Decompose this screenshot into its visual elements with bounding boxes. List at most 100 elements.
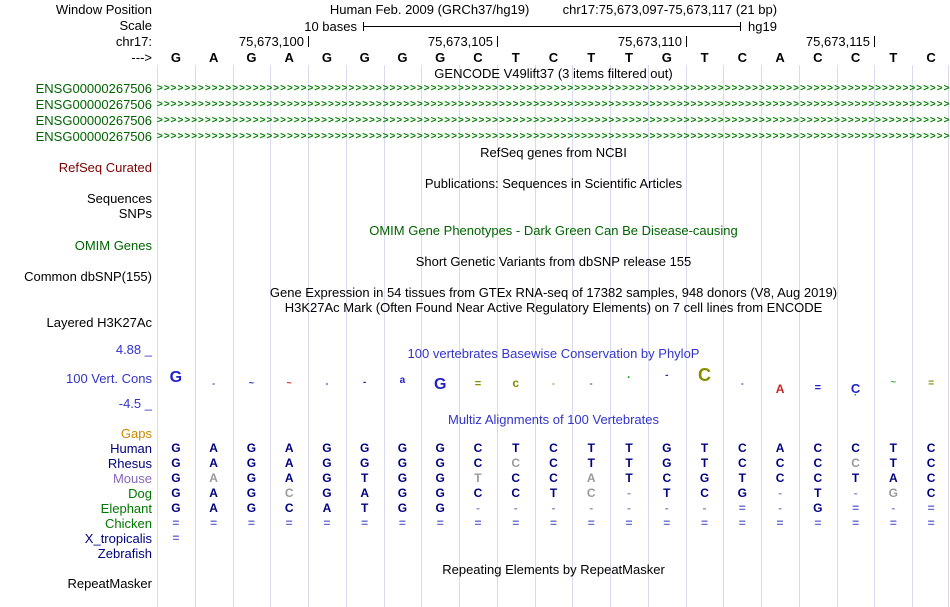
alignment-base: G: [171, 501, 181, 515]
repeatmasker-label[interactable]: RepeatMasker: [67, 576, 152, 591]
gencode-title[interactable]: GENCODE V49lift37 (3 items filtered out): [434, 66, 673, 81]
alignment-base: C: [284, 501, 294, 515]
alignment-base: A: [284, 456, 294, 470]
alignment-base: T: [549, 486, 558, 500]
gencode-transcript-arrows[interactable]: >>>>>>>>>>>>>>>>>>>>>>>>>>>>>>>>>>>>>>>>…: [157, 131, 950, 142]
alignment-base: G: [397, 456, 408, 470]
alignment-base: =: [436, 516, 444, 530]
gridline: [761, 65, 762, 607]
alignment-base: A: [889, 471, 898, 485]
alignment-base: C: [473, 441, 483, 455]
multiz-species-label[interactable]: Chicken: [105, 516, 152, 531]
phylop-logo-glyph: G: [169, 369, 183, 386]
phylop-logo-glyph: -: [740, 379, 744, 388]
alignment-base: C: [926, 486, 936, 500]
multiz-species-label[interactable]: Rhesus: [107, 456, 152, 471]
ruler-tick-mark: [686, 36, 687, 47]
gencode-transcript-arrows[interactable]: >>>>>>>>>>>>>>>>>>>>>>>>>>>>>>>>>>>>>>>>…: [157, 83, 950, 94]
alignment-base: -: [778, 486, 783, 500]
gencode-transcript-label[interactable]: ENSG00000267506: [35, 97, 152, 112]
dbsnp-title[interactable]: Short Genetic Variants from dbSNP releas…: [415, 254, 692, 269]
phylop-logo-glyph: -: [589, 379, 593, 388]
alignment-base: A: [209, 471, 218, 485]
alignment-base: G: [435, 486, 445, 500]
omim-genes-label[interactable]: OMIM Genes: [74, 238, 152, 253]
gridline: [270, 65, 271, 607]
alignment-base: -: [702, 501, 707, 515]
alignment-base: T: [625, 471, 633, 485]
refseq-curated-label[interactable]: RefSeq Curated: [58, 160, 152, 175]
omim-title[interactable]: OMIM Gene Phenotypes - Dark Green Can Be…: [369, 223, 738, 238]
alignment-base: T: [663, 486, 671, 500]
vert-cons-label[interactable]: 100 Vert. Cons: [66, 371, 152, 386]
alignment-base: G: [435, 471, 445, 485]
layered-h3k27ac-label[interactable]: Layered H3K27Ac: [46, 315, 152, 330]
multiz-species-label[interactable]: Elephant: [100, 501, 152, 516]
phylop-logo-glyph: a: [399, 375, 406, 386]
alignment-base: -: [853, 486, 858, 500]
alignment-base: A: [322, 501, 332, 515]
sequence-base: C: [850, 50, 861, 65]
multiz-species-label[interactable]: Human: [110, 441, 152, 456]
alignment-base: G: [171, 486, 181, 500]
alignment-base: A: [775, 441, 785, 455]
gencode-transcript-label[interactable]: ENSG00000267506: [35, 81, 152, 96]
repeatmasker-title[interactable]: Repeating Elements by RepeatMasker: [442, 562, 665, 577]
ruler-tick-label: 75,673,110: [617, 34, 682, 49]
assembly-short-label: hg19: [748, 19, 777, 34]
common-dbsnp-label[interactable]: Common dbSNP(155): [24, 269, 152, 284]
gencode-transcript-arrows[interactable]: >>>>>>>>>>>>>>>>>>>>>>>>>>>>>>>>>>>>>>>>…: [157, 115, 950, 126]
alignment-base: T: [512, 441, 520, 455]
gridline: [874, 65, 875, 607]
gridline: [610, 65, 611, 607]
sequence-base: T: [625, 50, 633, 65]
alignment-base: G: [246, 486, 257, 500]
refseq-title[interactable]: RefSeq genes from NCBI: [480, 145, 627, 160]
ruler-tick-label: 75,673,100: [238, 34, 304, 49]
alignment-base: C: [737, 441, 747, 455]
alignment-base: =: [852, 516, 860, 530]
phylop-logo-glyph: c: [512, 376, 520, 390]
multiz-species-label[interactable]: Zebrafish: [97, 546, 152, 561]
alignment-base: G: [246, 456, 257, 470]
alignment-base: C: [586, 486, 596, 500]
gencode-transcript-label[interactable]: ENSG00000267506: [35, 129, 152, 144]
sequence-base: G: [170, 50, 181, 65]
alignment-base: -: [627, 501, 632, 515]
alignment-base: T: [814, 486, 822, 500]
gridline: [799, 65, 800, 607]
phylop-title[interactable]: 100 vertebrates Basewise Conservation by…: [407, 346, 700, 361]
sequences-label[interactable]: Sequences: [86, 191, 152, 206]
alignment-base: T: [587, 441, 595, 455]
alignment-base: C: [549, 471, 558, 485]
gencode-transcript-label[interactable]: ENSG00000267506: [35, 113, 152, 128]
alignment-base: =: [663, 516, 671, 530]
alignment-base: A: [209, 486, 218, 500]
alignment-base: =: [512, 516, 520, 530]
gtex-title[interactable]: Gene Expression in 54 tissues from GTEx …: [269, 285, 838, 300]
snps-label[interactable]: SNPs: [118, 206, 152, 221]
phylop-max-label: 4.88 _: [115, 342, 152, 357]
multiz-title[interactable]: Multiz Alignments of 100 Vertebrates: [447, 412, 659, 427]
alignment-base: =: [852, 501, 860, 515]
alignment-base: -: [551, 501, 556, 515]
alignment-base: =: [889, 516, 897, 530]
alignment-base: C: [775, 456, 785, 470]
alignment-base: T: [738, 471, 746, 485]
multiz-species-label[interactable]: X_tropicalis: [84, 531, 152, 546]
alignment-base: G: [435, 501, 445, 515]
multiz-species-label[interactable]: Gaps: [120, 426, 152, 441]
ruler-tick-label: 75,673,105: [427, 34, 493, 49]
alignment-base: =: [323, 516, 331, 530]
alignment-base: G: [246, 501, 257, 515]
multiz-species-label[interactable]: Dog: [128, 486, 152, 501]
phylop-logo-glyph: -: [363, 377, 367, 388]
alignment-base: -: [513, 501, 518, 515]
publications-title[interactable]: Publications: Sequences in Scientific Ar…: [424, 176, 683, 191]
h3k27ac-title[interactable]: H3K27Ac Mark (Often Found Near Active Re…: [284, 300, 823, 315]
phylop-logo-glyph: ·: [627, 370, 632, 384]
alignment-base: A: [209, 441, 218, 455]
multiz-species-label[interactable]: Mouse: [112, 471, 152, 486]
alignment-base: G: [397, 501, 408, 515]
gencode-transcript-arrows[interactable]: >>>>>>>>>>>>>>>>>>>>>>>>>>>>>>>>>>>>>>>>…: [157, 99, 950, 110]
